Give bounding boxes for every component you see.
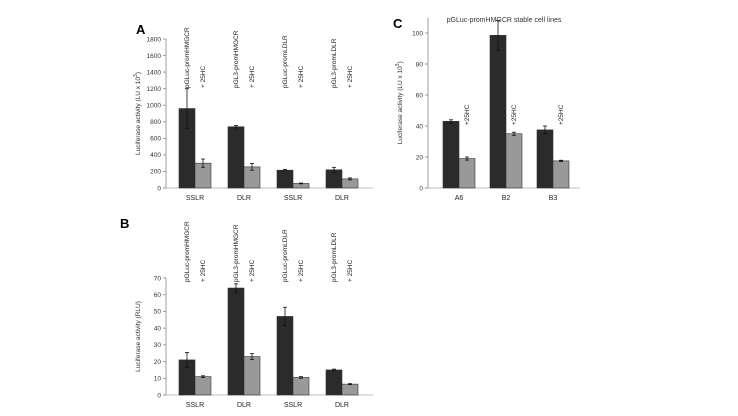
chart-panel-b: B 0 10 20 30 40 50 60 70 Luciferase activity (RLU… (120, 216, 373, 409)
x-category-label: B3 (549, 195, 558, 202)
bar-25hc (505, 133, 523, 189)
y-tick-label: 60 (416, 92, 424, 99)
treatment-label: + 25HC (347, 65, 354, 88)
y-tick-label: 400 (150, 152, 161, 159)
treatment-label: + 25HC (298, 259, 305, 282)
construct-label: pGLuc-promHMGCR (184, 27, 191, 88)
y-tick-label: 40 (416, 123, 424, 130)
treatment-label: + 25HC (249, 259, 256, 282)
x-category-label: SSLR (284, 402, 302, 409)
treatment-label: + 25HC (298, 65, 305, 88)
bar-untreated (442, 121, 460, 189)
bar-untreated (489, 35, 507, 189)
treatment-label: + 25HC (347, 259, 354, 282)
bar-untreated (227, 126, 245, 189)
x-category-label: DLR (237, 402, 251, 409)
y-axis-label: Luciferase activity (LU x 103) (395, 61, 404, 144)
panel-letter: C (393, 16, 403, 31)
y-tick-label: 40 (154, 325, 162, 332)
y-tick-label: 20 (154, 359, 162, 366)
y-tick-label: 30 (154, 342, 162, 349)
x-category-label: SSLR (186, 402, 204, 409)
bar-untreated (276, 316, 294, 396)
x-category-label: SSLR (284, 195, 302, 202)
y-tick-label: 0 (419, 185, 423, 192)
construct-label: pGLuc-promLDLR (282, 229, 289, 282)
y-tick-label: 60 (154, 292, 162, 299)
y-tick-label: 1600 (147, 53, 162, 60)
bar-untreated (325, 369, 343, 396)
construct-label: pGLuc-promLDLR (282, 35, 289, 88)
y-tick-label: 0 (157, 392, 161, 399)
y-tick-label: 600 (150, 136, 161, 143)
y-tick-label: 20 (416, 154, 424, 161)
x-category-label: DLR (335, 195, 349, 202)
x-category-label: B2 (502, 195, 511, 202)
bar-25hc (243, 356, 261, 396)
y-tick-label: 50 (154, 309, 162, 316)
bar-25hc (341, 383, 359, 396)
y-axis-label: Luciferase activity (RLU) (135, 301, 142, 372)
bar-untreated (276, 169, 294, 189)
y-tick-label: 100 (412, 30, 423, 37)
construct-label: pGL3-promHMGCR (233, 30, 240, 88)
construct-label: pGL3-promLDLR (331, 38, 338, 88)
y-tick-label: 800 (150, 119, 161, 126)
chart-panel-a: A 0 200 400 600 800 1000 1200 1400 1600 1800 Lucife… (133, 22, 373, 202)
construct-label: pGLuc-promHMGCR (184, 221, 191, 282)
panel-letter: A (136, 22, 146, 37)
x-category-label: SSLR (186, 195, 204, 202)
panel-letter: B (120, 216, 129, 231)
y-tick-label: 1400 (147, 69, 162, 76)
bar-25hc (194, 376, 212, 396)
construct-label: pGL3-promHMGCR (233, 224, 240, 282)
treatment-label: + 25HC (200, 65, 207, 88)
x-category-label: A6 (455, 195, 464, 202)
y-tick-label: 70 (154, 275, 162, 282)
x-category-label: DLR (237, 195, 251, 202)
construct-label: pGL3-promLDLR (331, 232, 338, 282)
y-axis-label: Luciferase activity (LU x 103) (133, 72, 142, 155)
chart-title: pGLuc-promHMGCR stable cell lines (447, 17, 562, 24)
y-tick-label: 80 (416, 61, 424, 68)
y-tick-label: 1000 (147, 103, 162, 110)
bar-25hc (292, 377, 310, 396)
treatment-label: +25HC (558, 104, 565, 125)
y-tick-label: 0 (157, 185, 161, 192)
treatment-label: + 25HC (200, 259, 207, 282)
y-tick-label: 200 (150, 169, 161, 176)
y-tick-label: 10 (154, 376, 162, 383)
bar-untreated (227, 287, 245, 396)
y-tick-label: 1800 (147, 36, 162, 43)
treatment-label: +25HC (464, 104, 471, 125)
bar-untreated (536, 129, 554, 189)
treatment-label: + 25HC (249, 65, 256, 88)
treatment-label: +25HC (511, 104, 518, 125)
bar-25hc (458, 158, 476, 189)
y-tick-label: 1200 (147, 86, 162, 93)
bar-25hc (552, 160, 570, 189)
x-category-label: DLR (335, 402, 349, 409)
